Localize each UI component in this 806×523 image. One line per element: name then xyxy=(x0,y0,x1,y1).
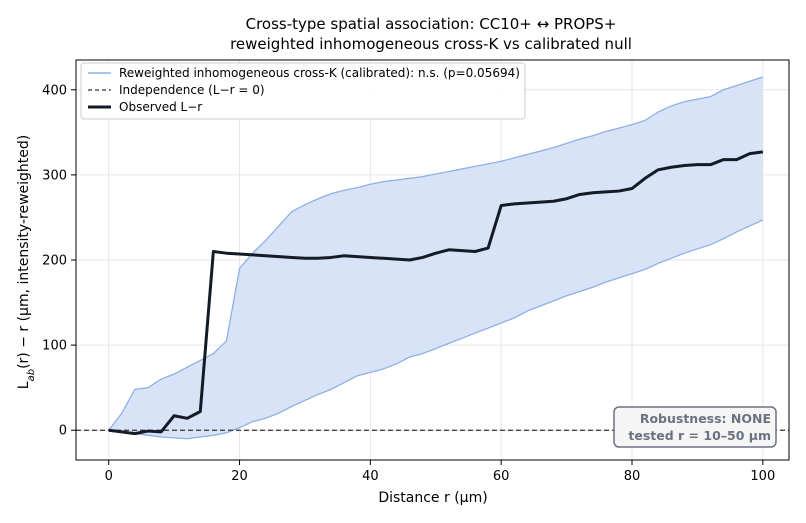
envelope-upper-line xyxy=(108,76,764,431)
legend-label-observed: Observed L−r xyxy=(119,100,202,114)
observed-series-line xyxy=(108,150,764,436)
x-tick-label: 60 xyxy=(493,469,510,484)
envelope-fill xyxy=(108,77,763,439)
y-tick-label: 200 xyxy=(42,254,67,269)
y-tick-label: 100 xyxy=(42,339,67,354)
x-axis-ticks: 0 20 40 60 80 100 xyxy=(105,460,775,484)
legend-label-independence: Independence (L−r = 0) xyxy=(119,83,265,97)
y-axis-label: Lab(r) − r (µm, intensity-reweighted) xyxy=(16,135,37,389)
observed-line xyxy=(108,150,764,436)
x-tick-label: 40 xyxy=(362,469,379,484)
y-tick-label: 400 xyxy=(42,83,67,98)
legend-label-envelope: Reweighted inhomogeneous cross-K (calibr… xyxy=(119,66,520,80)
robustness-box-frame xyxy=(613,406,777,448)
legend: Reweighted inhomogeneous cross-K (calibr… xyxy=(80,62,526,120)
envelope-band xyxy=(108,76,764,440)
chart-title: Cross-type spatial association: CC10+ ↔ … xyxy=(246,15,617,33)
x-axis-label: Distance r (µm) xyxy=(378,490,487,506)
x-tick-label: 100 xyxy=(750,469,775,484)
y-axis-ticks: 0 100 200 300 400 xyxy=(42,83,76,439)
legend-box xyxy=(80,62,526,120)
chart-subtitle: reweighted inhomogeneous cross-K vs cali… xyxy=(230,35,632,53)
x-tick-label: 0 xyxy=(105,469,113,484)
y-tick-label: 0 xyxy=(59,424,67,439)
y-tick-label: 300 xyxy=(42,168,67,183)
envelope-lower-line xyxy=(108,219,764,440)
robustness-line-2: tested r = 10–50 µm xyxy=(628,428,771,443)
robustness-line-1: Robustness: NONE xyxy=(640,411,771,426)
x-tick-label: 80 xyxy=(624,469,641,484)
robustness-annotation: Robustness: NONE tested r = 10–50 µm xyxy=(613,406,777,448)
x-tick-label: 20 xyxy=(231,469,248,484)
